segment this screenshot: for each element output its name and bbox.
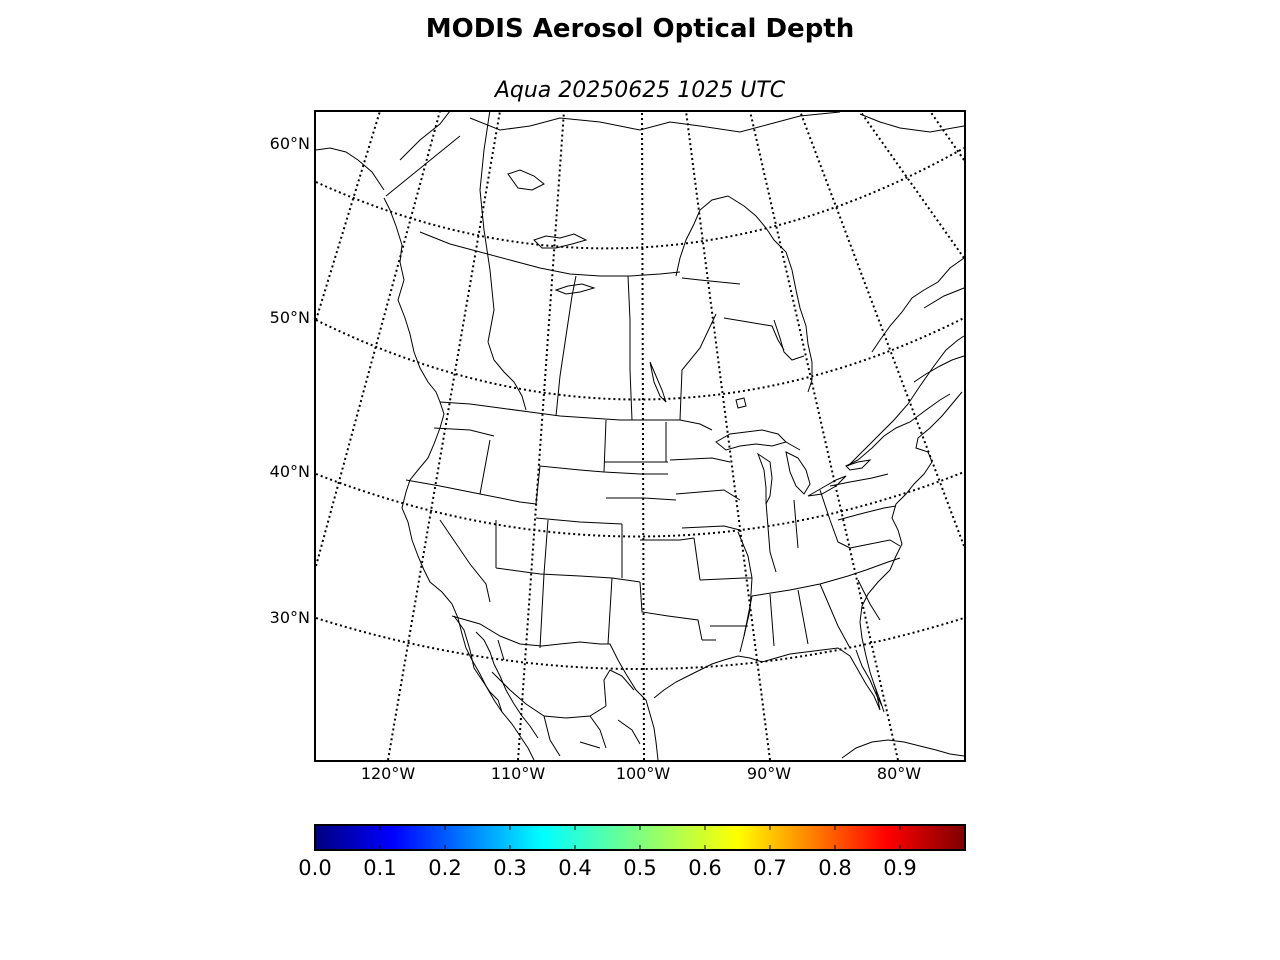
parallel-50n <box>315 317 965 401</box>
border-layer <box>385 111 965 757</box>
meridian-60w <box>859 111 965 259</box>
coastline-pacific <box>383 197 535 761</box>
meridian-50w <box>929 111 965 161</box>
colorbar-tick-label: 0.0 <box>298 856 332 880</box>
colorbar-ticks <box>314 825 901 850</box>
lakes-layer <box>507 169 872 505</box>
border-territories <box>419 231 681 277</box>
colorbar-tick-label: 0.7 <box>753 856 787 880</box>
coastline-cuba <box>841 739 965 759</box>
meridian-90w <box>685 111 771 761</box>
border-canada-provinces <box>385 111 965 421</box>
meridian-70w <box>799 111 965 547</box>
meridian-130w <box>315 111 441 567</box>
meridian-80w <box>749 111 899 761</box>
border-us-states-east <box>743 473 901 649</box>
border-us-mexico <box>451 615 647 701</box>
lon-label-110w: 110°W <box>490 764 546 783</box>
colorbar-tick-label: 0.1 <box>363 856 397 880</box>
lake-superior <box>715 429 787 451</box>
coastline-baja <box>453 615 503 713</box>
colorbar-tick-label: 0.5 <box>623 856 657 880</box>
coastline-gulf-of-mexico <box>653 621 881 711</box>
border-mexico-states <box>491 639 641 757</box>
graticule-layer <box>315 111 965 761</box>
lon-label-100w: 100°W <box>615 764 671 783</box>
border-us-states-central <box>639 422 753 653</box>
colorbar-tick-label: 0.9 <box>883 856 917 880</box>
lat-label-60n: 60°N <box>269 134 310 153</box>
parallel-30n <box>315 617 965 670</box>
lake-athabasca <box>554 283 596 295</box>
lon-label-80w: 80°W <box>876 764 922 783</box>
map-frame <box>314 110 966 762</box>
colorbar-tick-label: 0.4 <box>558 856 592 880</box>
coastline-st-lawrence <box>847 335 965 467</box>
colorbar-tick-label: 0.3 <box>493 856 527 880</box>
lake-erie <box>807 475 847 497</box>
coastline-atlantic <box>859 391 963 623</box>
figure-title: MODIS Aerosol Optical Depth <box>425 14 855 44</box>
meridian-110w <box>517 111 565 761</box>
lat-label-40n: 40°N <box>269 462 310 481</box>
lat-label-50n: 50°N <box>269 308 310 327</box>
lon-label-90w: 90°W <box>746 764 792 783</box>
great-slave-lake <box>533 233 588 249</box>
great-bear-lake <box>507 169 545 191</box>
coastline-labrador <box>871 257 965 353</box>
coastline-hudson-bay <box>675 195 813 393</box>
colorbar-tick-label: 0.2 <box>428 856 462 880</box>
figure-subtitle: Aqua 20250625 1025 UTC <box>494 78 786 103</box>
meridian-140w <box>315 111 381 321</box>
colorbar-tick-label: 0.8 <box>818 856 852 880</box>
lat-label-30n: 30°N <box>269 608 310 627</box>
lake-ontario <box>845 459 872 471</box>
lake-michigan <box>756 452 773 505</box>
parallel-60n <box>315 147 965 250</box>
lake-winnipeg <box>649 361 667 403</box>
meridian-100w <box>641 111 645 761</box>
lake-huron <box>785 451 811 495</box>
coastline-mexico-gulf <box>645 699 659 761</box>
lake-nipigon <box>735 397 747 409</box>
colorbar-tick-label: 0.6 <box>688 856 722 880</box>
lon-label-120w: 120°W <box>360 764 416 783</box>
border-us-states-west <box>405 419 677 649</box>
meridian-120w <box>387 111 501 761</box>
parallel-40n <box>315 471 965 538</box>
coastline-florida <box>855 649 885 713</box>
coastline-james-bay <box>773 319 805 361</box>
coastline-nova-scotia <box>913 355 965 383</box>
border-us-canada <box>439 393 951 467</box>
coastline-arctic <box>315 111 965 191</box>
